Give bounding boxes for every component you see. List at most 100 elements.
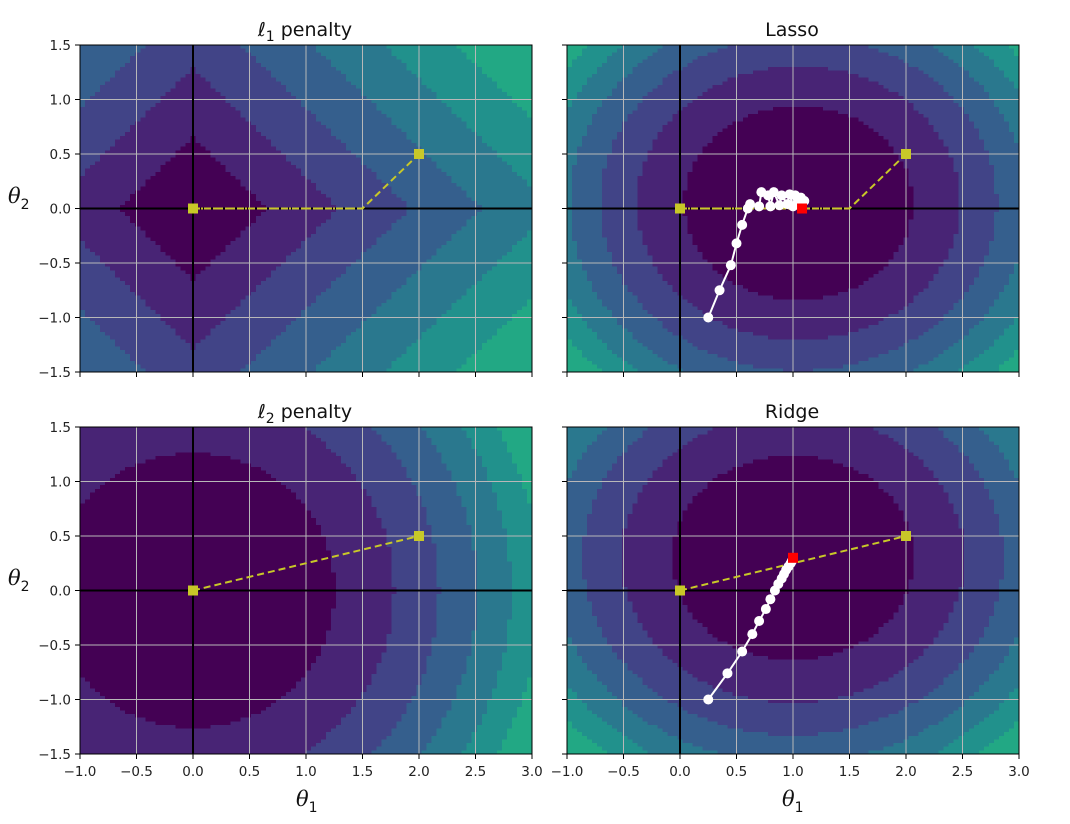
contour-cell [250,106,257,111]
contour-cell [225,132,232,137]
contour-cell [280,208,287,213]
contour-cell [406,103,413,108]
contour-cell [391,233,397,239]
contour-cell [150,106,156,111]
contour-cell [351,204,357,210]
contour-cell [526,88,532,93]
contour-cell [401,161,408,166]
contour-cell [150,230,156,235]
contour-cell [300,74,307,79]
contour-cell [125,244,131,250]
contour-cell [275,215,282,220]
contour-cell [436,52,443,57]
contour-cell [125,168,131,173]
contour-cell [351,77,357,82]
contour-cell [376,74,382,79]
contour-cell [481,186,488,191]
contour-cell [371,204,377,210]
contour-cell [411,63,418,68]
contour-cell [436,135,443,141]
contour-cell [321,226,327,231]
contour-cell [250,95,257,101]
contour-cell [125,55,131,61]
contour-cell [381,70,387,75]
contour-cell [135,215,141,220]
contour-cell [371,183,377,188]
contour-cell [376,204,382,210]
contour-cell [476,92,483,97]
contour-cell [386,241,392,246]
contour-cell [341,66,347,72]
contour-cell [526,186,532,191]
contour-cell [220,84,227,90]
contour-cell [511,135,518,141]
contour-cell [250,183,257,188]
contour-cell [426,164,433,170]
contour-cell [491,150,498,155]
contour-cell [125,114,131,119]
contour-cell [195,117,202,122]
contour-cell [331,164,337,170]
contour-cell [406,168,413,173]
contour-cell [145,124,151,130]
contour-cell [245,74,252,79]
contour-cell [431,84,438,90]
contour-cell [260,48,267,53]
contour-cell [165,124,171,130]
contour-cell [170,99,177,104]
contour-cell [396,114,403,119]
contour-cell [486,77,493,82]
contour-cell [110,168,116,173]
contour-cell [451,70,458,75]
contour-cell [451,139,458,144]
contour-cell [195,121,202,126]
contour-cell [311,88,317,93]
contour-cell [100,183,106,188]
contour-cell [381,63,387,68]
contour-cell [316,74,322,79]
contour-cell [471,124,478,130]
contour-cell [421,193,428,199]
contour-cell [265,117,272,122]
contour-cell [105,157,111,162]
contour-cell [426,106,433,111]
contour-cell [366,55,372,61]
contour-cell [376,99,382,104]
contour-cell [220,92,227,97]
contour-cell [361,190,367,195]
contour-cell [521,66,528,72]
contour-cell [456,63,463,68]
contour-cell [346,219,352,224]
contour-cell [326,66,332,72]
contour-cell [426,95,433,101]
contour-cell [391,215,397,220]
contour-cell [105,237,111,242]
contour-cell [496,114,503,119]
contour-cell [346,103,352,108]
contour-cell [165,154,171,159]
contour-cell [361,230,367,235]
contour-cell [185,237,192,242]
contour-cell [155,124,161,130]
contour-cell [180,74,187,79]
contour-cell [85,212,91,217]
contour-cell [386,193,392,199]
contour-cell [115,55,121,61]
contour-cell [351,99,357,104]
contour-cell [230,154,237,159]
contour-cell [260,175,267,181]
contour-cell [295,117,302,122]
contour-cell [336,59,342,64]
contour-cell [456,135,463,141]
contour-cell [336,164,342,170]
contour-cell [90,219,96,224]
contour-cell [150,161,156,166]
contour-cell [456,175,463,181]
contour-cell [260,143,267,148]
contour-cell [105,190,111,195]
contour-cell [130,114,136,119]
contour-cell [210,139,217,144]
contour-cell [316,161,322,166]
contour-cell [316,77,322,82]
contour-cell [255,172,262,177]
